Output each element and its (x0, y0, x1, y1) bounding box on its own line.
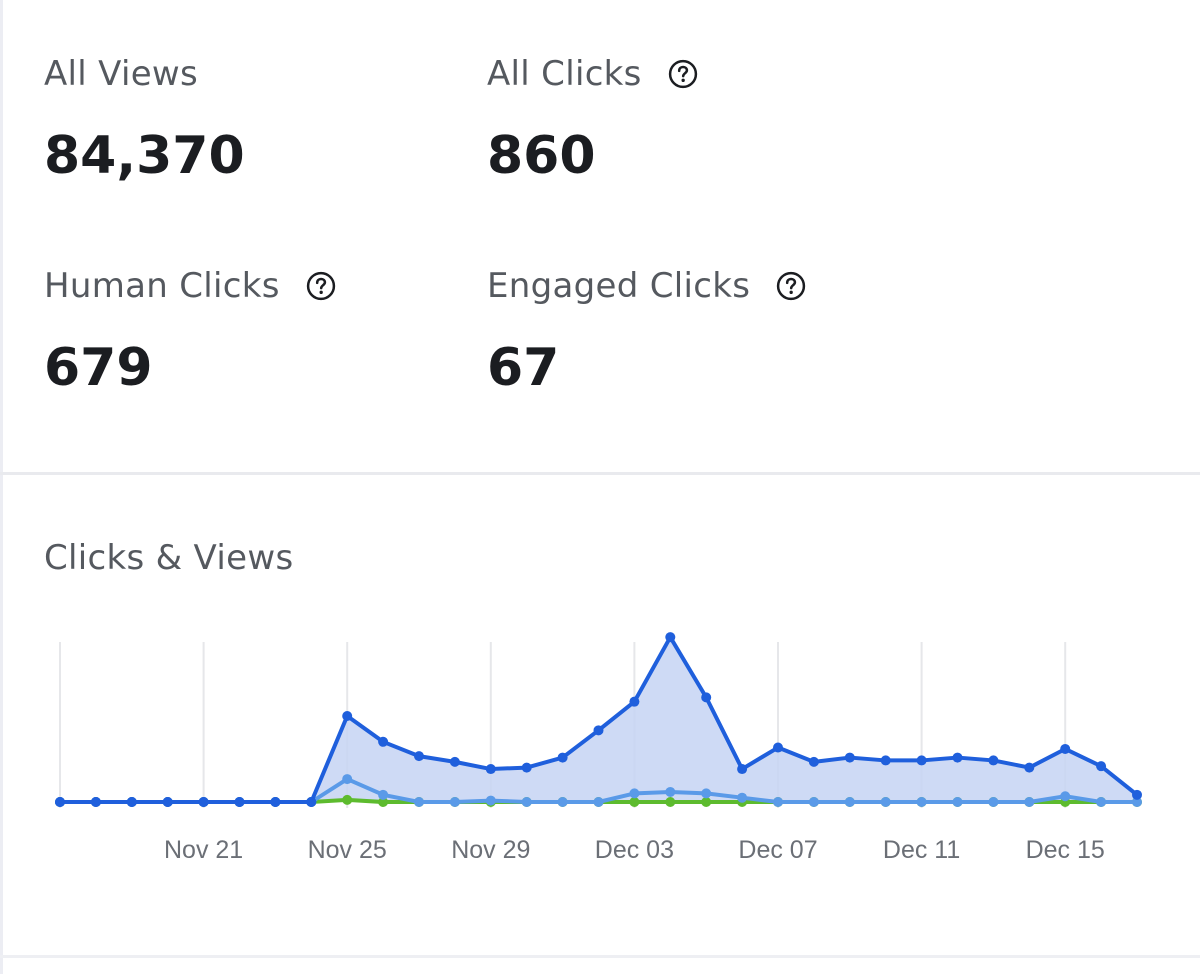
data-point (485, 764, 496, 775)
data-point (1096, 797, 1107, 807)
data-point (449, 756, 460, 767)
x-tick-label: Dec 07 (738, 836, 817, 864)
data-point (521, 797, 532, 807)
data-point (306, 797, 317, 807)
section-divider (0, 472, 1200, 475)
data-point (808, 797, 819, 807)
views-area (60, 637, 1137, 802)
data-point (270, 797, 281, 807)
data-point (880, 797, 891, 807)
data-point (629, 788, 640, 799)
data-point (988, 797, 999, 807)
data-point (701, 692, 712, 703)
data-point (665, 632, 676, 643)
left-border (0, 0, 3, 974)
data-point (1132, 789, 1142, 800)
data-point (521, 762, 532, 773)
stat-label: All Clicks (487, 50, 698, 98)
x-tick-label: Dec 11 (883, 836, 960, 864)
data-point (1060, 743, 1071, 754)
data-point (234, 797, 245, 807)
data-point (916, 755, 927, 766)
data-point (844, 752, 855, 763)
data-point (665, 786, 676, 797)
x-tick-label: Nov 29 (451, 836, 530, 864)
x-tick-label: Nov 25 (308, 836, 387, 864)
all-clicks-label: All Clicks (487, 54, 642, 94)
data-point (485, 795, 496, 806)
data-point (342, 774, 353, 785)
data-point (629, 797, 640, 807)
engaged-clicks-label: Engaged Clicks (487, 266, 751, 306)
help-icon[interactable] (776, 271, 806, 301)
data-point (701, 788, 712, 799)
data-point (557, 752, 568, 763)
data-point (880, 755, 891, 766)
data-point (593, 797, 604, 807)
stat-label: Engaged Clicks (487, 262, 806, 310)
data-point (773, 797, 783, 807)
data-point (198, 797, 209, 807)
data-point (90, 797, 101, 807)
all-views-value: 84,370 (44, 126, 245, 186)
stat-engaged-clicks: Engaged Clicks 67 (487, 262, 806, 396)
data-point (629, 696, 640, 707)
data-point (1096, 761, 1107, 772)
data-point (1024, 762, 1035, 773)
data-point (593, 725, 604, 736)
data-point (1132, 797, 1142, 807)
data-point (414, 797, 424, 807)
human-clicks-label: Human Clicks (44, 266, 280, 306)
data-point (1024, 797, 1035, 807)
data-point (916, 797, 927, 807)
stat-human-clicks: Human Clicks 679 (44, 262, 336, 396)
x-tick-label: Dec 03 (595, 836, 674, 864)
data-point (414, 751, 424, 762)
data-point (378, 797, 389, 807)
data-point (665, 797, 676, 807)
data-point (808, 756, 819, 767)
stats-panel: All Views 84,370 All Clicks 860 Human Cl… (0, 0, 1200, 472)
human-clicks-value: 679 (44, 338, 153, 398)
help-icon[interactable] (306, 271, 336, 301)
x-tick-label: Dec 15 (1026, 836, 1105, 864)
data-point (126, 797, 137, 807)
data-point (952, 752, 963, 763)
data-point (844, 797, 855, 807)
data-point (342, 794, 353, 805)
data-point (342, 711, 353, 721)
data-point (701, 797, 712, 807)
chart-title: Clicks & Views (44, 538, 294, 578)
engaged-clicks-value: 67 (487, 338, 560, 398)
x-tick-label: Nov 21 (164, 836, 243, 864)
bottom-divider (0, 955, 1200, 958)
data-point (378, 789, 389, 800)
stat-label: Human Clicks (44, 262, 336, 310)
stat-all-clicks: All Clicks 860 (487, 50, 698, 184)
data-point (952, 797, 963, 807)
clicks-views-chart[interactable]: Nov 21 Nov 25 Nov 29 Dec 03 Dec 07 Dec 11 Dec … (0, 620, 1200, 880)
data-point (737, 792, 748, 803)
all-clicks-value: 860 (487, 126, 596, 186)
data-point (557, 797, 568, 807)
data-point (988, 755, 999, 766)
data-point (55, 797, 65, 807)
data-point (378, 736, 389, 747)
data-point (1060, 791, 1071, 802)
data-point (773, 742, 783, 753)
stat-label: All Views (44, 50, 245, 98)
data-point (449, 797, 460, 807)
data-point (737, 764, 748, 775)
all-views-label: All Views (44, 54, 199, 94)
stat-all-views: All Views 84,370 (44, 50, 245, 184)
data-point (162, 797, 173, 807)
help-icon[interactable] (668, 59, 698, 89)
